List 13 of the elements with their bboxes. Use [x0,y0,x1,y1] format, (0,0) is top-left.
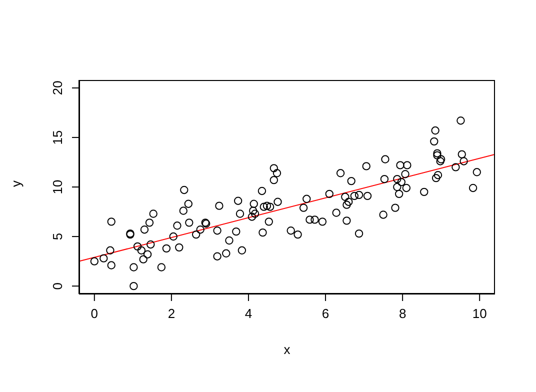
y-tick-label: 5 [50,232,65,240]
x-tick-label: 8 [398,306,406,322]
x-tick-label: 0 [90,306,98,322]
y-axis-title: y [8,180,24,187]
x-tick-label: 10 [472,306,487,322]
y-tick-label: 15 [50,130,65,145]
x-tick-label: 4 [244,306,252,322]
y-tick-label: 20 [50,80,65,96]
x-axis-title: x [284,342,291,357]
x-tick-label: 2 [168,306,176,322]
y-tick-label: 10 [50,180,65,194]
x-tick-label: 6 [322,306,330,322]
y-tick-label: 0 [50,282,65,290]
